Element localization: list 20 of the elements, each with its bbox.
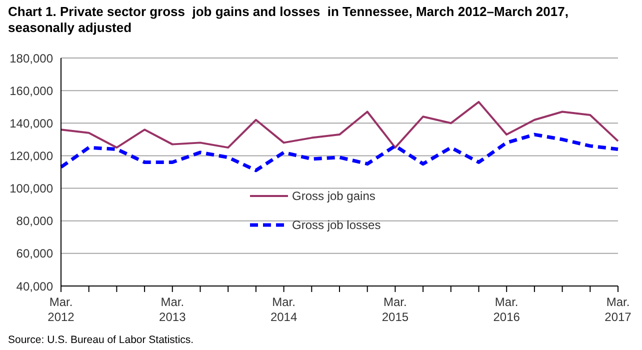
legend-label: Gross job losses [292, 218, 381, 232]
source-note: Source: U.S. Bureau of Labor Statistics. [8, 334, 194, 346]
y-tick-label: 180,000 [10, 51, 54, 66]
legend-label: Gross job gains [292, 188, 376, 202]
line-series [59, 132, 620, 172]
x-tick-label: Mar. 2015 [382, 295, 409, 324]
x-tick-label: Mar. 2012 [48, 295, 75, 324]
chart-title: Chart 1. Private sector gross job gains and losses in Tennessee, March 2012–March 2017, seasonally adjusted [8, 4, 570, 36]
y-tick-label: 120,000 [10, 148, 54, 163]
y-tick-label: 80,000 [16, 214, 54, 228]
y-tick-label: 140,000 [10, 116, 54, 130]
y-tick-label: 60,000 [16, 246, 54, 261]
y-tick-label: 100,000 [10, 182, 54, 196]
x-tick-label: Mar. 2017 [604, 295, 632, 324]
line-series [60, 100, 619, 149]
x-tick-label: Mar. 2013 [159, 295, 186, 324]
y-tick-label: 160,000 [10, 84, 54, 98]
x-tick-label: Mar. 2016 [493, 295, 520, 324]
y-tick-label: 40,000 [16, 279, 54, 294]
x-tick-label: Mar. 2014 [270, 295, 298, 324]
